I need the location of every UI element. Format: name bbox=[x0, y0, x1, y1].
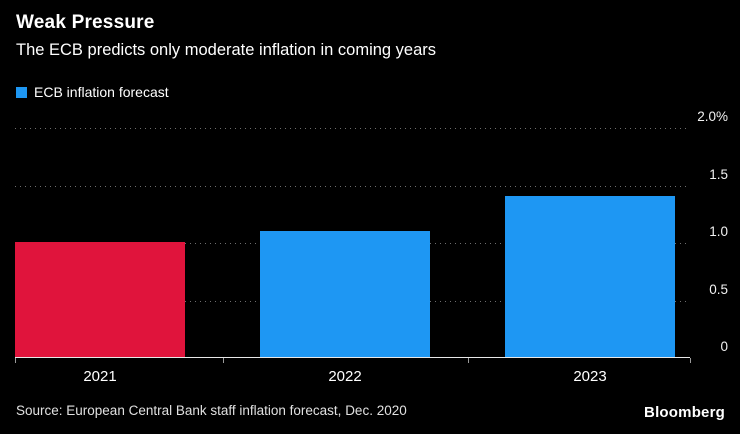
y-tick-label: 0.5 bbox=[709, 281, 728, 297]
plot-area: 0 0.5 1.0 1.5 2.0% 2021 2022 2023 bbox=[15, 109, 728, 385]
x-tick-label: 2021 bbox=[83, 368, 117, 385]
y-tick-label: 1.0 bbox=[709, 224, 728, 239]
legend-label: ECB inflation forecast bbox=[34, 84, 169, 100]
bar-2022 bbox=[260, 230, 430, 357]
bar-2023 bbox=[505, 196, 675, 357]
x-axis-tick bbox=[222, 358, 224, 363]
bar-2021 bbox=[15, 242, 185, 357]
x-tick-label: 2023 bbox=[573, 368, 607, 385]
x-axis-tick bbox=[15, 358, 16, 363]
x-axis-tick bbox=[690, 358, 691, 363]
legend: ECB inflation forecast bbox=[16, 84, 169, 100]
legend-swatch-icon bbox=[16, 86, 27, 98]
bloomberg-logo: Bloomberg bbox=[644, 404, 725, 421]
x-axis-baseline bbox=[15, 357, 690, 358]
gridline bbox=[15, 128, 690, 129]
gridline bbox=[15, 185, 690, 187]
y-tick-label: 1.5 bbox=[709, 166, 728, 182]
source-note: Source: European Central Bank staff infl… bbox=[16, 403, 407, 418]
y-tick-label: 0 bbox=[720, 339, 728, 354]
y-tick-label: 2.0% bbox=[697, 109, 728, 124]
chart-title: Weak Pressure bbox=[16, 12, 155, 33]
chart-subtitle: The ECB predicts only moderate inflation… bbox=[16, 41, 437, 59]
x-axis-tick bbox=[467, 358, 469, 363]
x-tick-label: 2022 bbox=[328, 368, 362, 385]
